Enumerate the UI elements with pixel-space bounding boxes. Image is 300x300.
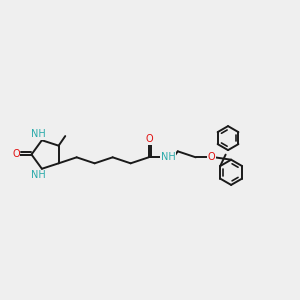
- Text: NH: NH: [31, 170, 46, 180]
- Text: NH: NH: [161, 152, 176, 162]
- Text: O: O: [208, 152, 215, 162]
- Text: O: O: [12, 148, 20, 159]
- Text: NH: NH: [31, 129, 46, 139]
- Text: O: O: [146, 134, 153, 144]
